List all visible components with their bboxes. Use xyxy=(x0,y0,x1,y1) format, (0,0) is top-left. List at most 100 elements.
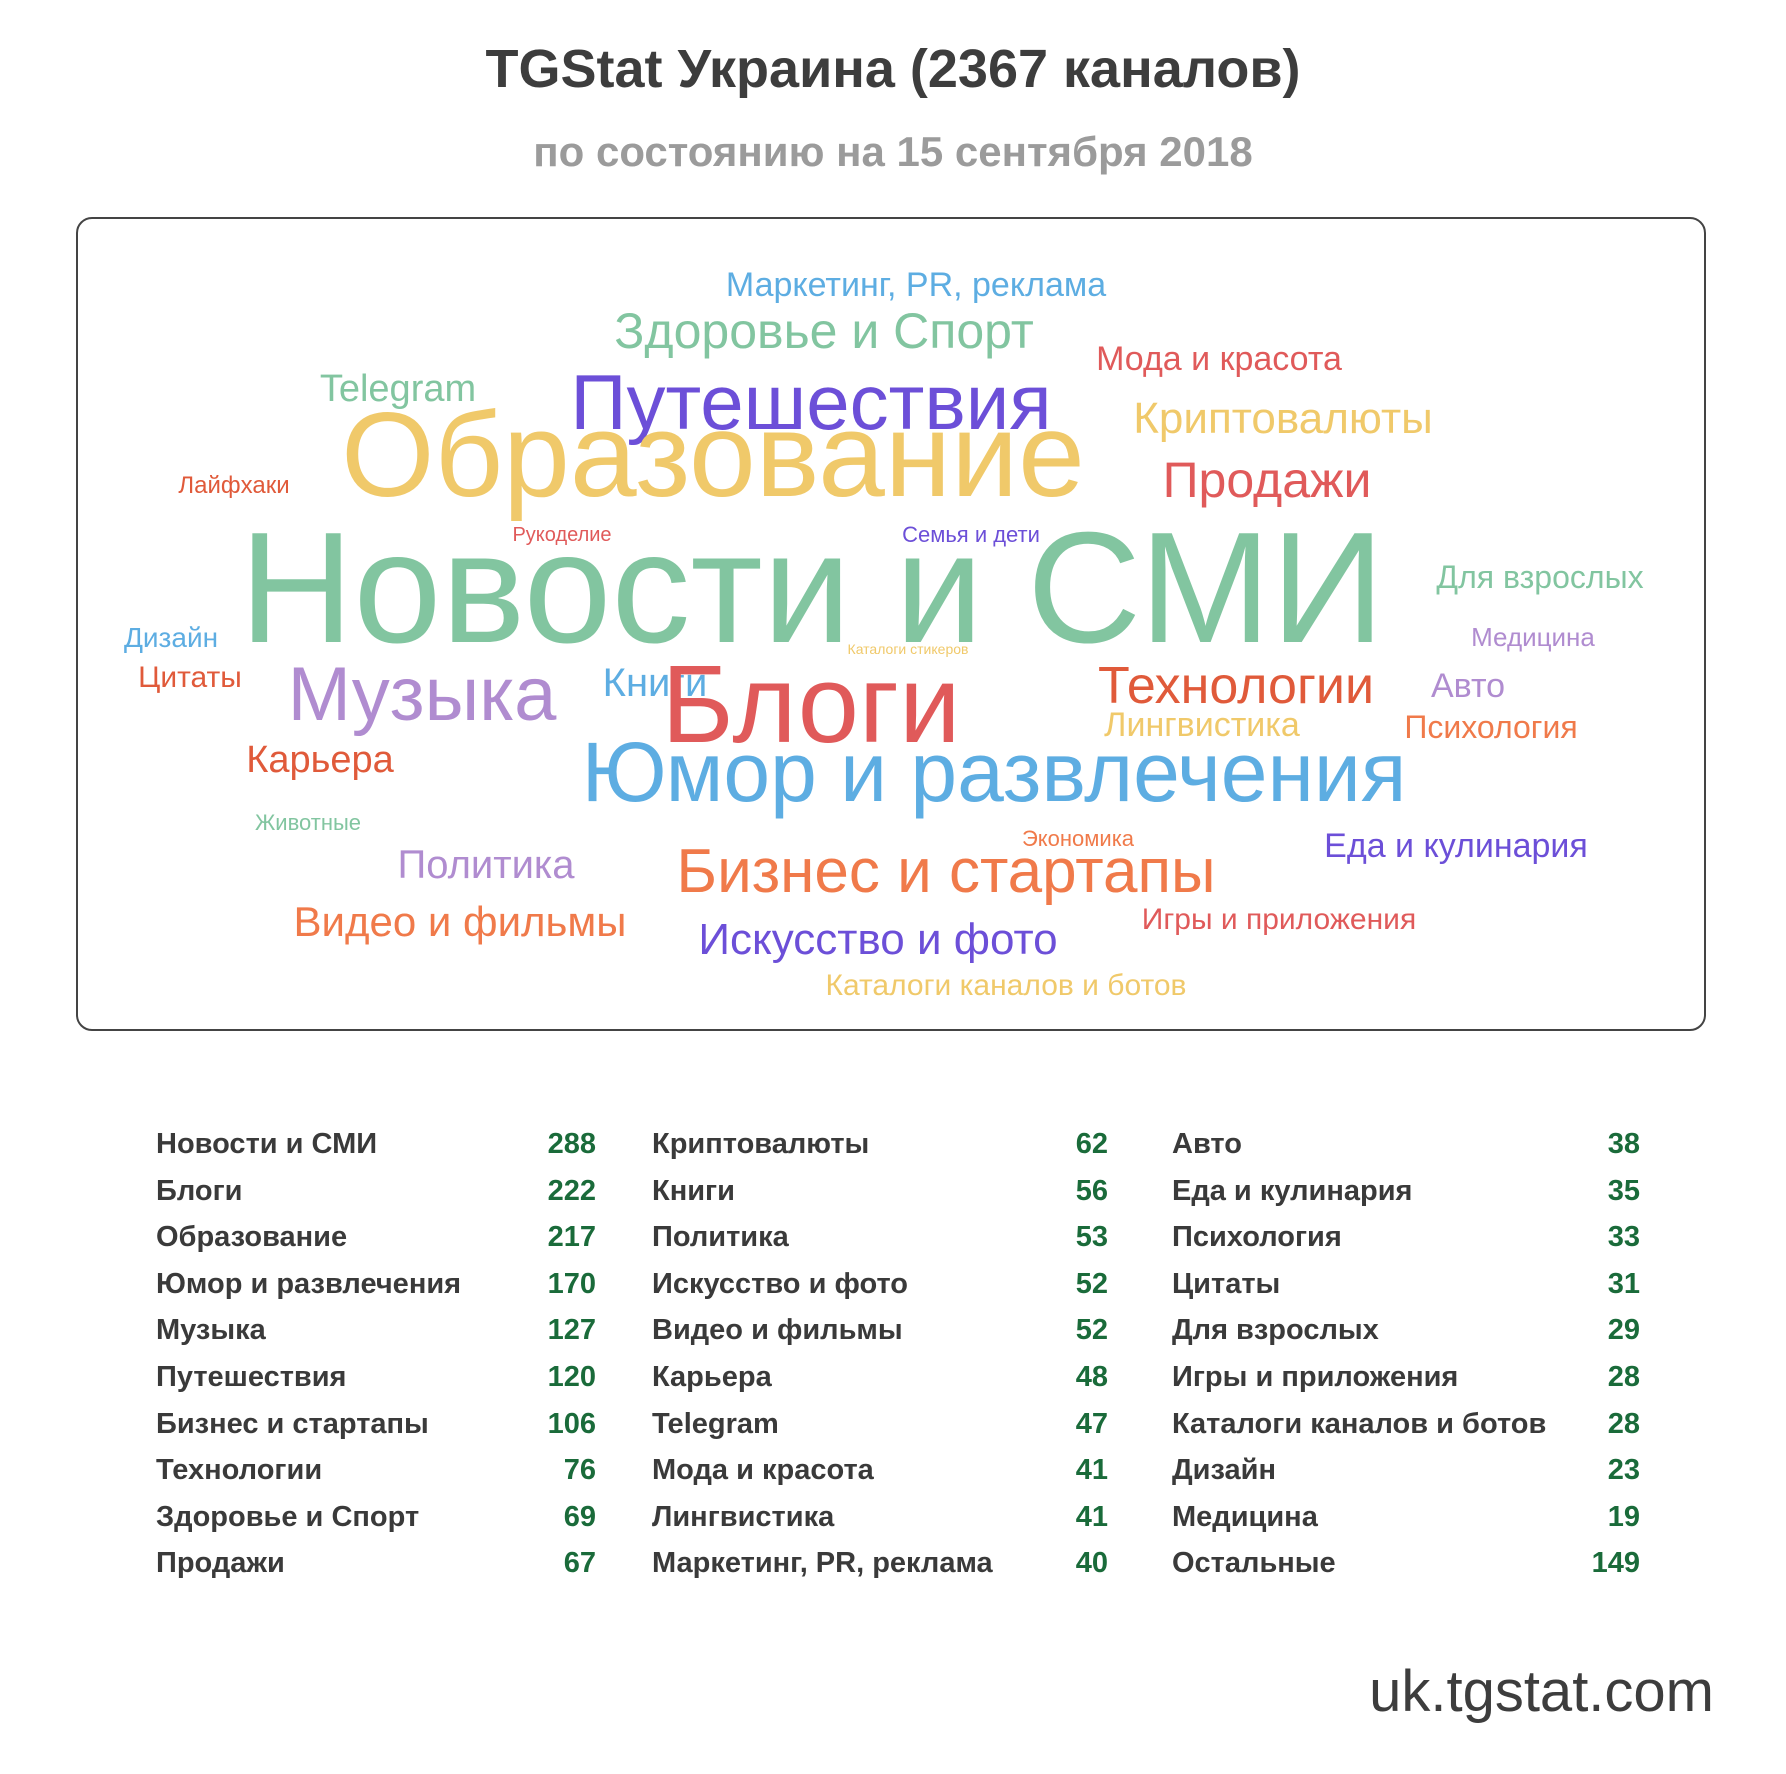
cloud-word: Лингвистика xyxy=(1104,706,1300,744)
stat-row: Музыка 127 xyxy=(156,1310,596,1350)
cloud-word: Криптовалюты xyxy=(1133,394,1433,443)
stat-count: 56 xyxy=(1075,1174,1108,1207)
stat-count: 33 xyxy=(1607,1221,1640,1254)
stat-row: Игры и приложения 28 xyxy=(1172,1357,1640,1397)
stat-label: Telegram xyxy=(652,1407,779,1440)
stat-count: 48 xyxy=(1075,1361,1108,1393)
stat-label: Здоровье и Спорт xyxy=(156,1500,420,1533)
stat-label: Еда и кулинария xyxy=(1172,1174,1413,1207)
stat-row: Образование 217 xyxy=(156,1217,596,1257)
stat-count: 127 xyxy=(547,1314,596,1347)
cloud-word: Карьера xyxy=(246,739,394,781)
stat-row: Для взрослых 29 xyxy=(1172,1310,1640,1350)
stat-count: 106 xyxy=(547,1407,596,1440)
cloud-word: Юмор и развлечения xyxy=(581,725,1407,819)
cloud-word: Видео и фильмы xyxy=(293,898,627,945)
stat-label: Продажи xyxy=(156,1547,285,1580)
stat-count: 217 xyxy=(547,1221,596,1254)
stat-label: Авто xyxy=(1172,1128,1242,1160)
cloud-word: Технологии xyxy=(1097,657,1375,715)
cloud-word: Блоги xyxy=(661,643,961,766)
cloud-word: Рукоделие xyxy=(512,524,612,546)
stat-count: 288 xyxy=(547,1128,596,1160)
stat-count: 222 xyxy=(547,1174,596,1207)
word-cloud-panel: Маркетинг, PR, реклама Здоровье и Спорт Мо… xyxy=(76,217,1706,1031)
cloud-word: Маркетинг, PR, реклама xyxy=(725,266,1107,304)
stat-label: Образование xyxy=(156,1221,348,1254)
stat-count: 29 xyxy=(1607,1314,1640,1347)
stat-row: Психология 33 xyxy=(1172,1217,1640,1257)
stat-label: Медицина xyxy=(1172,1500,1318,1533)
stat-label: Блоги xyxy=(156,1174,243,1207)
stat-label: Для взрослых xyxy=(1172,1314,1379,1347)
cloud-word: Путешествия xyxy=(570,358,1052,446)
cloud-word: Дизайн xyxy=(123,622,219,653)
stat-row: Telegram 47 xyxy=(652,1404,1108,1444)
stat-count: 67 xyxy=(563,1547,596,1580)
stat-count: 31 xyxy=(1607,1267,1640,1300)
stat-count: 52 xyxy=(1075,1267,1108,1300)
stat-row: Видео и фильмы 52 xyxy=(652,1310,1108,1350)
stat-count: 35 xyxy=(1607,1174,1640,1207)
cloud-word: Еда и кулинария xyxy=(1324,827,1588,865)
cloud-word: Семья и дети xyxy=(902,522,1040,547)
cloud-word: Лайфхаки xyxy=(178,472,290,499)
stat-label: Музыка xyxy=(156,1314,266,1347)
stat-label: Остальные xyxy=(1172,1547,1336,1580)
stat-count: 41 xyxy=(1075,1500,1108,1533)
stat-row: Путешествия 120 xyxy=(156,1357,596,1397)
stat-row: Дизайн 23 xyxy=(1172,1450,1640,1490)
stat-count: 62 xyxy=(1075,1128,1108,1160)
stat-row: Бизнес и стартапы 106 xyxy=(156,1404,596,1444)
stat-label: Новости и СМИ xyxy=(156,1128,378,1160)
stat-row: Еда и кулинария 35 xyxy=(1172,1171,1640,1211)
stat-row: Медицина 19 xyxy=(1172,1497,1640,1537)
cloud-word: Продажи xyxy=(1162,452,1372,508)
stat-count: 38 xyxy=(1607,1128,1640,1160)
stat-row: Блоги 222 xyxy=(156,1171,596,1211)
stat-count: 19 xyxy=(1607,1500,1640,1533)
cloud-word: Животные xyxy=(254,810,362,835)
stat-label: Бизнес и стартапы xyxy=(156,1407,429,1440)
page-title: TGStat Украина (2367 каналов) xyxy=(485,39,1301,99)
stat-count: 120 xyxy=(547,1361,596,1393)
stat-count: 52 xyxy=(1075,1314,1108,1347)
stat-count: 149 xyxy=(1591,1547,1640,1580)
stat-row: Остальные 149 xyxy=(1172,1543,1640,1583)
cloud-word: Мода и красота xyxy=(1096,340,1342,378)
cloud-word: Образование xyxy=(341,388,1085,522)
stat-label: Карьера xyxy=(652,1361,772,1393)
cloud-word: Каталоги каналов и ботов xyxy=(825,969,1187,1002)
stat-count: 47 xyxy=(1075,1407,1108,1440)
stat-count: 28 xyxy=(1607,1407,1640,1440)
cloud-word: Telegram xyxy=(319,368,477,410)
cloud-word: Каталоги стикеров xyxy=(847,641,969,657)
stat-row: Маркетинг, PR, реклама 40 xyxy=(652,1543,1108,1583)
stat-label: Цитаты xyxy=(1172,1267,1281,1300)
stat-label: Книги xyxy=(652,1174,735,1207)
stat-label: Технологии xyxy=(156,1454,323,1487)
stat-count: 53 xyxy=(1075,1221,1108,1254)
stat-count: 69 xyxy=(563,1500,596,1533)
footer-url: uk.tgstat.com xyxy=(1369,1659,1714,1724)
stat-label: Маркетинг, PR, реклама xyxy=(652,1547,993,1580)
stat-count: 170 xyxy=(547,1267,596,1300)
stat-row: Книги 56 xyxy=(652,1171,1108,1211)
stat-label: Игры и приложения xyxy=(1172,1361,1459,1393)
stat-label: Путешествия xyxy=(156,1361,347,1393)
stat-label: Мода и красота xyxy=(652,1454,874,1487)
page-subtitle: по состоянию на 15 сентября 2018 xyxy=(533,128,1253,175)
stat-row: Здоровье и Спорт 69 xyxy=(156,1497,596,1537)
stat-row: Новости и СМИ 288 xyxy=(156,1124,596,1164)
stat-row: Юмор и развлечения 170 xyxy=(156,1264,596,1304)
cloud-word: Книги xyxy=(602,661,708,705)
stat-row: Лингвистика 41 xyxy=(652,1497,1108,1537)
stat-count: 41 xyxy=(1075,1454,1108,1487)
cloud-word: Авто xyxy=(1430,667,1506,705)
stat-row: Мода и красота 41 xyxy=(652,1450,1108,1490)
stat-label: Лингвистика xyxy=(652,1500,835,1533)
stat-label: Искусство и фото xyxy=(652,1267,908,1300)
stat-label: Видео и фильмы xyxy=(652,1314,903,1347)
cloud-word: Новости и СМИ xyxy=(239,500,1385,676)
stat-row: Технологии 76 xyxy=(156,1450,596,1490)
